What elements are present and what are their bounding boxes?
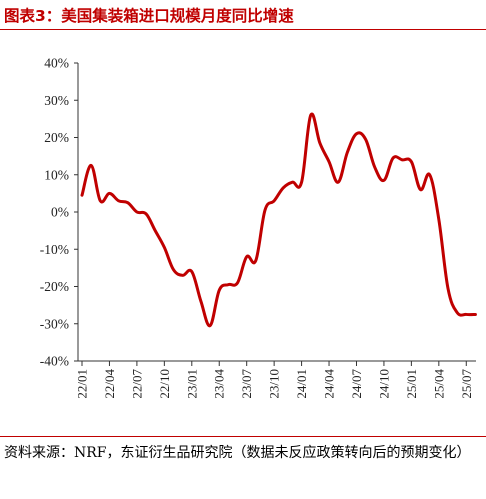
y-tick-label: 10%	[44, 167, 69, 182]
x-tick-label: 22/10	[157, 369, 172, 399]
x-tick-label: 23/10	[267, 369, 282, 399]
source-note: 资料来源：NRF，东证衍生品研究院（数据未反应政策转向后的预期变化）	[4, 445, 471, 461]
y-axis: 40% 30% 20% 10% 0% -10% -20% -30% -40%	[40, 56, 79, 369]
x-tick-label: 24/04	[322, 369, 337, 399]
y-tick-label: -20%	[40, 279, 69, 294]
y-tick-label: 0%	[51, 205, 69, 220]
title-divider	[0, 29, 486, 30]
y-tick-label: -40%	[40, 354, 69, 369]
x-tick-label: 25/01	[404, 369, 419, 399]
x-tick-label: 22/01	[75, 369, 90, 399]
x-tick-label: 23/04	[212, 369, 227, 399]
y-tick-label: 40%	[44, 56, 69, 71]
y-tick-label: 20%	[44, 130, 69, 145]
x-axis: 22/01 22/04 22/07 22/10 23/01 23/04 23/07 23/10…	[75, 360, 476, 399]
series-group	[80, 112, 477, 328]
y-tick-label: 30%	[44, 93, 69, 108]
x-tick-label: 24/01	[294, 369, 309, 399]
y-tick-label: -10%	[40, 242, 69, 257]
x-tick-label: 22/04	[102, 369, 117, 399]
x-tick-label: 24/10	[376, 369, 391, 399]
x-tick-label: 25/04	[431, 369, 446, 399]
figure-title: 图表3：美国集装箱进口规模月度同比增速	[4, 7, 294, 25]
x-tick-label: 23/07	[239, 369, 254, 399]
x-tick-label: 23/01	[184, 369, 199, 399]
source-divider	[0, 436, 486, 437]
series-line-0	[80, 112, 477, 328]
x-tick-label: 25/07	[459, 369, 474, 399]
x-tick-label: 22/07	[129, 369, 144, 399]
y-tick-label: -30%	[40, 316, 69, 331]
line-chart: 40%30%20%10%0%-10%-20%-30%-40% 22/01 22/0…	[40, 56, 477, 399]
x-tick-label: 24/07	[349, 369, 364, 399]
